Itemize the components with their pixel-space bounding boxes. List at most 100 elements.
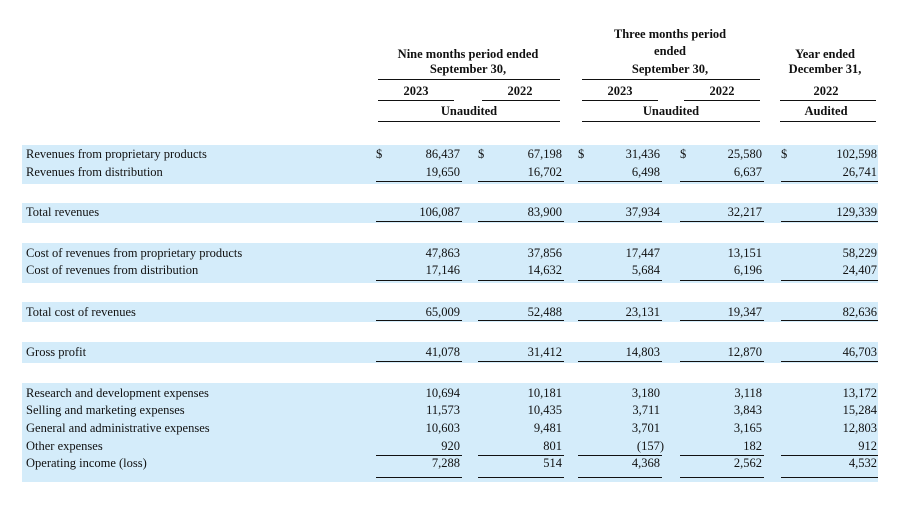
subtotal-rule <box>478 280 564 281</box>
value-cell: 3,843 <box>733 403 762 417</box>
subtotal-rule <box>376 181 462 182</box>
value-cell: 41,078 <box>425 345 460 359</box>
value-cell: 912 <box>858 439 877 453</box>
total-rule <box>680 361 764 362</box>
value-cell: 15,284 <box>842 403 877 417</box>
currency-symbol: $ <box>680 147 687 161</box>
total-rule <box>578 221 662 222</box>
three-months-heading-line1: Three months period <box>613 27 727 41</box>
stripe-total-cost <box>22 302 878 322</box>
value-cell: 65,009 <box>425 305 460 319</box>
row-label: Cost of revenues from proprietary produc… <box>26 246 243 260</box>
value-cell: 83,900 <box>527 205 562 219</box>
three-months-unaudited: Unaudited <box>642 104 700 118</box>
value-cell: 47,863 <box>425 246 460 260</box>
year-ended-audited: Audited <box>804 104 848 118</box>
row-label: Revenues from proprietary products <box>26 147 207 161</box>
subtotal-rule <box>376 455 462 456</box>
value-cell: 82,636 <box>842 305 877 319</box>
value-cell: 23,131 <box>625 305 660 319</box>
subtotal-rule <box>376 280 462 281</box>
subtotal-rule <box>781 181 878 182</box>
stripe-expenses <box>22 383 878 482</box>
value-cell: 10,181 <box>527 386 562 400</box>
row-label: Gross profit <box>26 345 87 359</box>
row-label: Total revenues <box>26 205 100 219</box>
value-cell: 3,701 <box>631 421 660 435</box>
value-cell: 16,702 <box>527 165 562 179</box>
value-cell: 13,172 <box>842 386 877 400</box>
subtotal-rule <box>680 181 764 182</box>
total-rule <box>376 221 462 222</box>
subtotal-rule <box>478 181 564 182</box>
row-label: Revenues from distribution <box>26 165 163 179</box>
row-label: Total cost of revenues <box>26 305 136 319</box>
total-rule <box>781 221 878 222</box>
value-cell: 13,151 <box>727 246 762 260</box>
year-ended-heading-line2: December 31, <box>788 62 862 76</box>
subtotal-rule <box>781 455 878 456</box>
value-cell: 86,437 <box>425 147 460 161</box>
subtotal-rule <box>781 280 878 281</box>
currency-symbol: $ <box>478 147 485 161</box>
value-cell: 6,498 <box>631 165 660 179</box>
currency-symbol: $ <box>781 147 788 161</box>
value-cell: 3,118 <box>734 386 762 400</box>
value-cell: 12,803 <box>842 421 877 435</box>
row-label: Operating income (loss) <box>26 456 147 470</box>
value-cell: 14,803 <box>625 345 660 359</box>
stripe-revenues <box>22 145 878 184</box>
nine-months-rule <box>378 79 560 80</box>
value-cell: 3,711 <box>632 403 660 417</box>
value-cell: 37,934 <box>625 205 660 219</box>
year-ended-year-rule <box>780 100 876 101</box>
row-label: General and administrative expenses <box>26 421 210 435</box>
value-cell: 37,856 <box>527 246 562 260</box>
total-rule <box>578 361 662 362</box>
value-cell: 129,339 <box>836 205 877 219</box>
value-cell: 4,368 <box>631 456 660 470</box>
total-rule <box>578 320 662 321</box>
nine-months-year-2023: 2023 <box>403 84 429 98</box>
value-cell: 17,146 <box>425 263 460 277</box>
total-rule <box>680 221 764 222</box>
nine-months-heading-line1: Nine months period ended <box>397 47 539 61</box>
value-cell: 10,694 <box>425 386 460 400</box>
total-rule <box>376 361 462 362</box>
row-label: Selling and marketing expenses <box>26 403 185 417</box>
three-months-rule <box>582 79 760 80</box>
three-months-heading-line3: September 30, <box>631 62 709 76</box>
nine-months-unaudited: Unaudited <box>440 104 498 118</box>
value-cell: 514 <box>543 456 562 470</box>
three-months-year-rule-1 <box>582 100 658 101</box>
three-months-year-2023: 2023 <box>607 84 633 98</box>
nine-months-unaudited-rule <box>378 121 560 122</box>
currency-symbol: $ <box>578 147 585 161</box>
value-cell: 6,637 <box>733 165 762 179</box>
value-cell: 19,347 <box>727 305 762 319</box>
value-cell: 11,573 <box>426 403 460 417</box>
total-rule <box>781 361 878 362</box>
three-months-unaudited-rule <box>582 121 760 122</box>
value-cell: 182 <box>743 439 762 453</box>
year-ended-year-2022: 2022 <box>813 84 839 98</box>
stripe-total-revenues <box>22 203 878 223</box>
value-cell: 24,407 <box>842 263 877 277</box>
nine-months-year-rule-1 <box>378 100 454 101</box>
year-ended-audited-rule <box>780 121 876 122</box>
value-cell: 920 <box>441 439 460 453</box>
value-cell: 26,741 <box>842 165 877 179</box>
value-cell: (157) <box>636 439 664 453</box>
value-cell: 14,632 <box>527 263 562 277</box>
value-cell: 52,488 <box>527 305 562 319</box>
total-rule <box>478 361 564 362</box>
value-cell: 106,087 <box>419 205 460 219</box>
value-cell: 10,435 <box>527 403 562 417</box>
value-cell: 801 <box>543 439 562 453</box>
stripe-gross-profit <box>22 342 878 363</box>
subtotal-rule <box>578 280 662 281</box>
nine-months-heading-line2: September 30, <box>429 62 507 76</box>
value-cell: 19,650 <box>425 165 460 179</box>
nine-months-year-2022: 2022 <box>507 84 533 98</box>
value-cell: 46,703 <box>842 345 877 359</box>
